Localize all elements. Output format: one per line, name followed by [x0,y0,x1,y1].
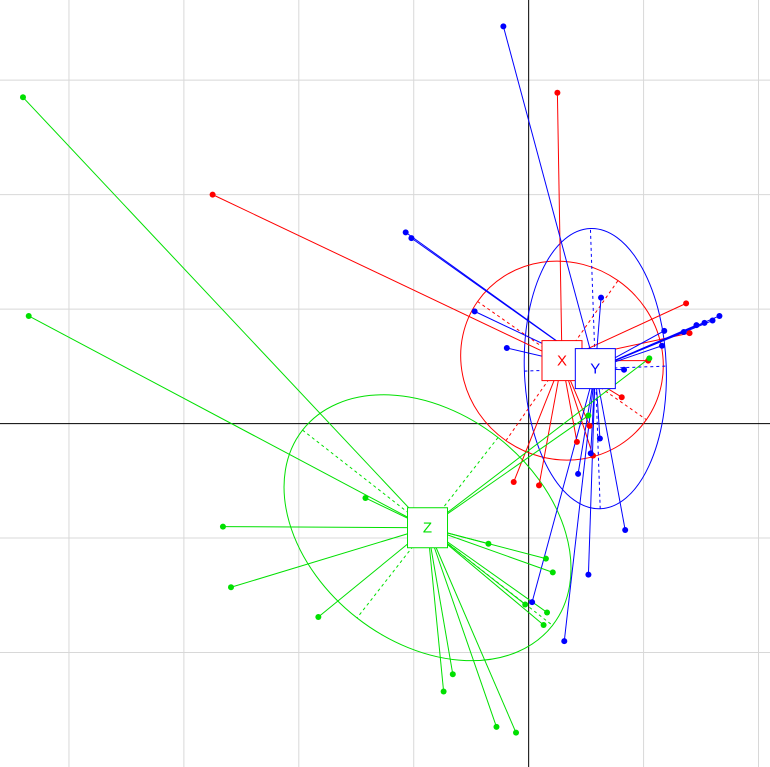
point-y [598,294,605,301]
point-y [680,328,687,335]
spoke-z [427,527,445,692]
point-y [596,435,603,442]
point-z [449,671,456,678]
point-y [621,366,628,373]
point-x [510,478,517,485]
centroid-box-y [574,348,616,390]
spoke-z [222,526,428,529]
spoke-x [212,194,563,362]
spoke-z [427,527,497,728]
point-x [686,330,693,337]
point-z [485,540,492,547]
point-z [540,622,547,629]
spoke-z [22,96,428,529]
point-y [503,345,510,352]
point-z [228,584,234,591]
spoke-x [556,92,563,361]
point-y [587,450,594,457]
point-y [471,308,478,315]
spoke-z [230,527,428,588]
spoke-z [28,315,428,529]
point-y [500,23,507,30]
spoke-z [427,527,517,733]
point-y [693,322,700,329]
data-points [19,23,723,736]
point-z [493,723,500,730]
point-y [575,470,582,477]
point-y [716,312,723,319]
point-x [618,394,625,401]
spoke-z [427,527,553,573]
point-y [701,319,708,326]
point-z [25,312,32,319]
point-x [209,191,216,198]
point-z [585,412,592,419]
spoke-z [427,527,454,675]
point-z [542,555,549,562]
point-y [408,235,415,242]
centroid-label-y: Y [590,361,600,378]
point-y [529,599,536,606]
point-x [683,300,690,307]
point-z [315,614,322,621]
point-x [586,422,593,429]
centroid-label-z: Z [423,520,432,537]
spoke-z [427,415,589,529]
point-y [622,527,629,534]
point-y [585,571,592,578]
spoke-z [427,357,650,529]
point-y [658,342,665,349]
point-z [362,494,369,501]
point-z [513,729,520,736]
point-z [522,601,529,608]
point-y [561,638,568,645]
point-z [544,609,551,616]
centroid-markers: X Y Z [407,340,616,549]
point-y [402,229,409,236]
spoke-y [502,26,596,369]
point-z [549,569,556,576]
point-z [19,94,26,101]
point-z [219,523,226,530]
centroid-label-x: X [557,353,567,370]
point-y [709,317,716,324]
point-x [573,438,580,445]
point-y [661,327,668,334]
point-z [440,688,447,695]
point-z [646,355,653,362]
point-x [536,482,542,489]
spoke-y [587,368,596,575]
centroid-box-z [407,507,449,549]
spoke-x [538,360,563,486]
point-x [554,89,561,96]
